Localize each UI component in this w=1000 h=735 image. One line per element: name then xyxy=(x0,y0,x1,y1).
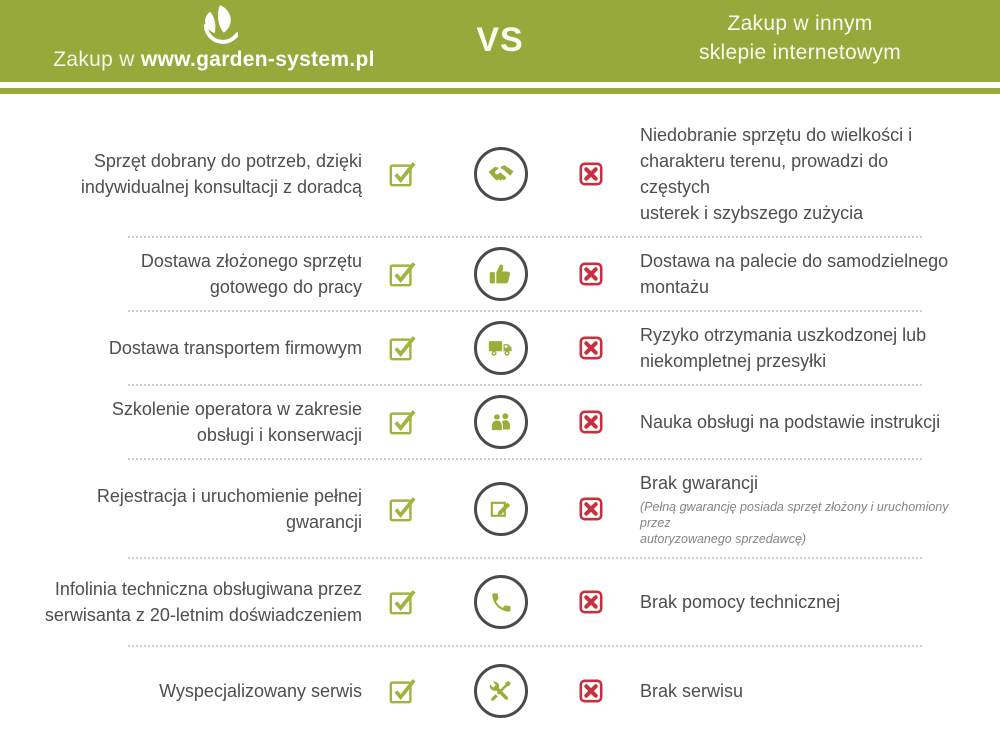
cross-mark-icon xyxy=(560,590,622,614)
row-divider xyxy=(128,384,922,386)
category-circle-badge xyxy=(442,147,560,201)
row-divider xyxy=(128,458,922,460)
check-mark-icon xyxy=(362,588,442,616)
category-circle-badge xyxy=(442,481,560,536)
row-divider xyxy=(128,236,922,238)
handshake-icon xyxy=(474,147,528,201)
row-divider xyxy=(128,310,922,312)
check-mark-icon xyxy=(362,334,442,362)
other-shop-drawback: Dostawa na palecie do samodzielnego mont… xyxy=(622,238,1000,310)
garden-system-benefit-text: Wyspecjalizowany serwis xyxy=(159,681,362,701)
cross-mark-icon xyxy=(560,679,622,703)
row-divider xyxy=(128,557,922,559)
garden-system-benefit-text: Szkolenie operatora w zakresie obsługi i… xyxy=(111,399,362,445)
other-shop-drawback: Brak pomocy technicznej xyxy=(622,579,1000,625)
comparison-row: Wyspecjalizowany serwis Brak serwisu xyxy=(0,647,1000,735)
edit-icon xyxy=(474,481,528,536)
cross-mark-icon xyxy=(560,496,622,521)
header-left-brand-url: www.garden-system.pl xyxy=(140,48,375,71)
garden-system-benefit-text: Infolinia techniczna obsługiwana przez s… xyxy=(44,579,362,625)
category-circle-badge xyxy=(442,321,560,375)
comparison-table: Sprzęt dobrany do potrzeb, dzięki indywi… xyxy=(0,94,1000,735)
header-left-prefix: Zakup w xyxy=(53,48,135,71)
comparison-row: Rejestracja i uruchomienie pełnej gwaran… xyxy=(0,460,1000,557)
thumbs-up-icon xyxy=(474,247,528,301)
other-shop-drawback: Brak gwarancji (Pełną gwarancję posiada s… xyxy=(622,460,1000,557)
other-shop-drawback-text: Brak pomocy technicznej xyxy=(640,592,841,612)
header-left-title: Zakup w www.garden-system.pl xyxy=(38,48,390,72)
comparison-row: Infolinia techniczna obsługiwana przez s… xyxy=(0,559,1000,645)
check-mark-icon xyxy=(362,677,442,705)
other-shop-drawback-text: Nauka obsługi na podstawie instrukcji xyxy=(640,412,941,432)
check-mark-icon xyxy=(362,495,442,523)
check-mark-icon xyxy=(362,408,442,436)
other-shop-drawback-text: Ryzyko otrzymania uszkodzonej lub niekom… xyxy=(640,325,927,371)
garden-system-leaf-logo-icon xyxy=(38,0,390,48)
other-shop-drawback: Nauka obsługi na podstawie instrukcji xyxy=(622,399,1000,445)
check-mark-icon xyxy=(362,160,442,188)
people-icon xyxy=(474,395,528,449)
other-shop-drawback-text: Brak gwarancji xyxy=(640,473,759,493)
row-divider xyxy=(128,645,922,647)
garden-system-benefit-text: Sprzęt dobrany do potrzeb, dzięki indywi… xyxy=(80,151,362,197)
comparison-row: Dostawa transportem firmowym Ryzyko otrzy… xyxy=(0,312,1000,384)
header-divider-rule xyxy=(0,88,1000,94)
vs-label: VS xyxy=(476,21,524,59)
other-shop-drawback: Ryzyko otrzymania uszkodzonej lub niekom… xyxy=(622,312,1000,384)
header-banner: Zakup w www.garden-system.pl VS Zakup w … xyxy=(0,0,1000,82)
other-shop-drawback-text: Dostawa na palecie do samodzielnego mont… xyxy=(640,251,949,297)
cross-mark-icon xyxy=(560,410,622,434)
category-circle-badge xyxy=(442,664,560,718)
cross-mark-icon xyxy=(560,262,622,286)
category-circle-badge xyxy=(442,247,560,301)
category-circle-badge xyxy=(442,575,560,629)
other-shop-drawback-text: Brak serwisu xyxy=(640,681,744,701)
phone-icon xyxy=(474,575,528,629)
other-shop-drawback: Brak serwisu xyxy=(622,668,1000,714)
header-left-brand: Zakup w www.garden-system.pl xyxy=(38,0,390,72)
cross-mark-icon xyxy=(560,336,622,360)
category-circle-badge xyxy=(442,395,560,449)
tools-icon xyxy=(474,664,528,718)
header-right-title: Zakup w innym sklepie internetowym xyxy=(698,12,902,64)
comparison-row: Sprzęt dobrany do potrzeb, dzięki indywi… xyxy=(0,112,1000,236)
garden-system-benefit-text: Rejestracja i uruchomienie pełnej gwaran… xyxy=(96,485,362,532)
check-mark-icon xyxy=(362,260,442,288)
cross-mark-icon xyxy=(560,162,622,186)
guarantee-note-text: (Pełną gwarancję posiada sprzęt złożony … xyxy=(640,500,949,546)
other-shop-drawback: Niedobranie sprzętu do wielkości i chara… xyxy=(622,112,1000,236)
garden-system-benefit-text: Dostawa złożonego sprzętu gotowego do pr… xyxy=(140,251,362,297)
garden-system-benefit-text: Dostawa transportem firmowym xyxy=(108,338,362,358)
other-shop-drawback-text: Niedobranie sprzętu do wielkości i chara… xyxy=(640,125,913,223)
comparison-row: Szkolenie operatora w zakresie obsługi i… xyxy=(0,386,1000,458)
truck-icon xyxy=(474,321,528,375)
comparison-row: Dostawa złożonego sprzętu gotowego do pr… xyxy=(0,238,1000,310)
